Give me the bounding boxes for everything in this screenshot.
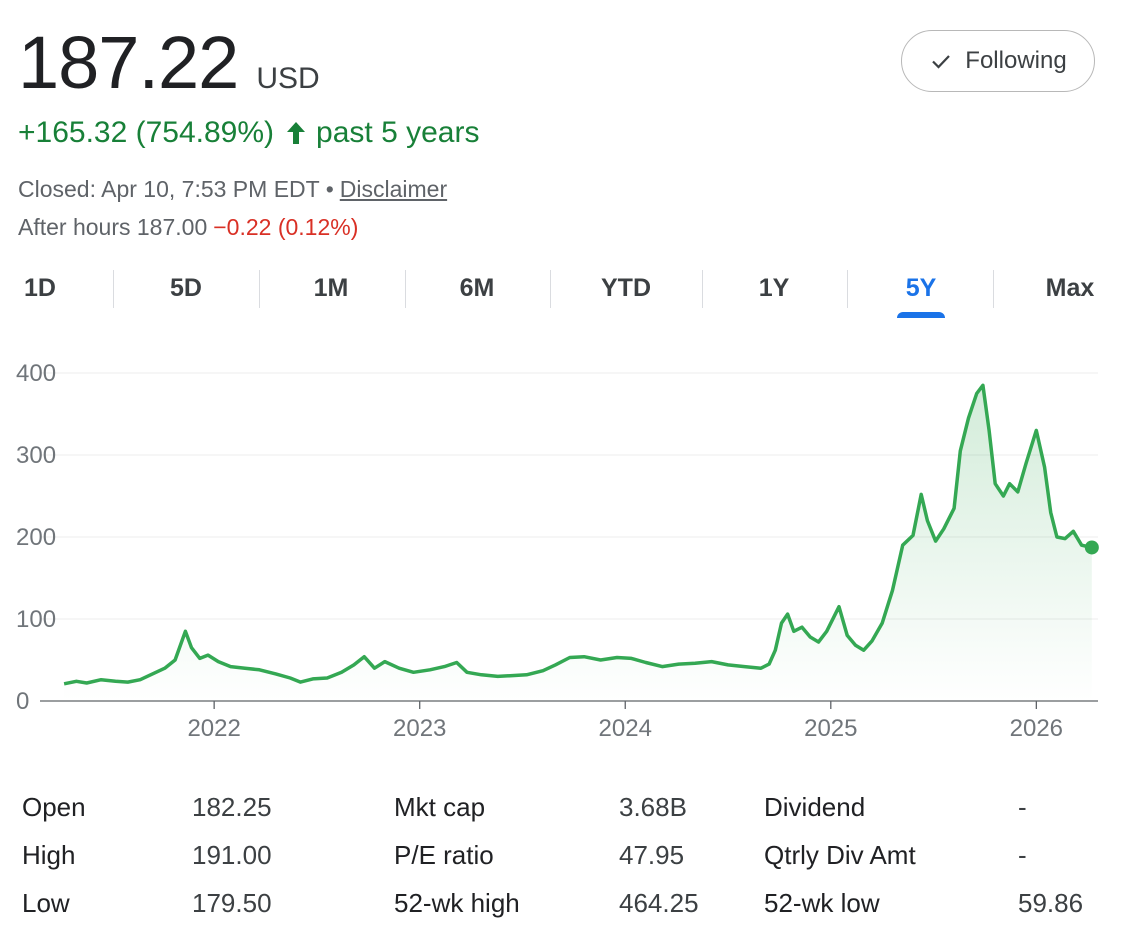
price-header: 187.22 USD (18, 22, 320, 104)
stat-value-52wk-low: 59.86 (1018, 888, 1084, 918)
status-separator: • (325, 176, 334, 202)
stat-value-mkt-cap: 3.68B (619, 792, 687, 822)
closed-time: Closed: Apr 10, 7:53 PM EDT (18, 176, 320, 202)
tab-1m[interactable]: 1M (313, 274, 349, 302)
price-area (64, 385, 1092, 701)
change-value: +165.32 (754.89%) (18, 116, 275, 149)
tab-5y[interactable]: 5Y (905, 274, 937, 302)
y-axis: 0 100 200 300 400 (16, 360, 56, 715)
tab-divider (702, 270, 703, 308)
market-status: Closed: Apr 10, 7:53 PM EDT • Disclaimer (18, 176, 447, 203)
x-tick-label: 2024 (599, 715, 652, 742)
y-tick-label: 0 (16, 688, 29, 715)
stat-label-pe-ratio: P/E ratio (394, 840, 494, 870)
y-tick-label: 300 (16, 442, 56, 469)
y-tick-label: 400 (16, 360, 56, 387)
tab-1d[interactable]: 1D (24, 274, 56, 302)
disclaimer-link[interactable]: Disclaimer (339, 176, 448, 202)
stat-label-mkt-cap: Mkt cap (394, 792, 486, 822)
x-tick-label: 2023 (393, 715, 446, 742)
stat-value-low: 179.50 (192, 888, 272, 918)
last-price-point[interactable] (1084, 540, 1099, 555)
stat-value-dividend: - (1018, 792, 1027, 822)
stat-value-open: 182.25 (192, 792, 272, 822)
y-tick-label: 200 (16, 524, 56, 551)
y-tick-label: 100 (16, 606, 56, 633)
tab-divider (550, 270, 551, 308)
x-tick-label: 2022 (187, 715, 240, 742)
stat-value-qtrly-div: - (1018, 840, 1027, 870)
stat-label-52wk-low: 52-wk low (764, 888, 880, 918)
active-tab-indicator (897, 312, 945, 318)
currency-code: USD (256, 62, 320, 95)
tab-divider (847, 270, 848, 308)
stat-label-open: Open (22, 792, 86, 822)
stat-value-52wk-high: 464.25 (619, 888, 699, 918)
tab-1y[interactable]: 1Y (758, 274, 790, 302)
tab-divider (405, 270, 406, 308)
price-chart[interactable]: 0 100 200 300 400 2022 2023 2024 2025 2026 (0, 340, 1128, 760)
following-button[interactable]: Following (901, 30, 1095, 92)
tab-divider (113, 270, 114, 308)
current-price: 187.22 (18, 21, 239, 104)
tab-divider (259, 270, 260, 308)
x-tick-label: 2025 (804, 715, 857, 742)
stat-label-52wk-high: 52-wk high (394, 888, 520, 918)
tab-max[interactable]: Max (1045, 274, 1095, 302)
price-line (63, 383, 1093, 686)
tab-6m[interactable]: 6M (459, 274, 495, 302)
price-change: +165.32 (754.89%) past 5 years (18, 116, 479, 150)
stat-label-qtrly-div: Qtrly Div Amt (764, 840, 916, 870)
stat-label-low: Low (22, 888, 70, 918)
following-label: Following (965, 47, 1067, 74)
tab-divider (993, 270, 994, 308)
after-hours-price: After hours 187.00 (18, 214, 208, 240)
x-axis: 2022 2023 2024 2025 2026 (187, 701, 1063, 742)
stat-value-high: 191.00 (192, 840, 272, 870)
after-hours-change: −0.22 (0.12%) (213, 214, 359, 240)
x-tick-label: 2026 (1010, 715, 1063, 742)
range-tabs: 1D 5D 1M 6M YTD 1Y 5Y Max (0, 266, 1128, 318)
stat-label-high: High (22, 840, 76, 870)
change-period: past 5 years (316, 116, 480, 149)
stat-value-pe-ratio: 47.95 (619, 840, 685, 870)
check-icon (929, 49, 953, 73)
stat-label-dividend: Dividend (764, 792, 866, 822)
tab-ytd[interactable]: YTD (601, 274, 651, 302)
arrow-up-icon (284, 120, 308, 146)
tab-5d[interactable]: 5D (170, 274, 202, 302)
after-hours: After hours 187.00 −0.22 (0.12%) (18, 214, 358, 241)
